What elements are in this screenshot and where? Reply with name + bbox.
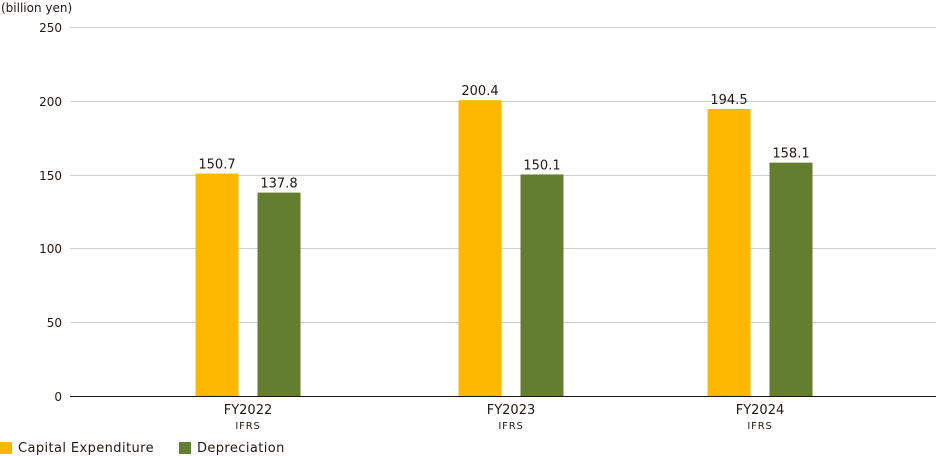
y-tick-label: 200 — [39, 95, 62, 109]
bar — [257, 192, 301, 396]
x-tick-label: FY2022 — [224, 403, 273, 418]
y-tick-label: 250 — [39, 21, 62, 35]
chart-legend: Capital Expenditure Depreciation — [0, 440, 310, 456]
data-label: 137.8 — [260, 177, 297, 192]
legend-swatch-capital-expenditure — [0, 442, 12, 454]
data-label: 158.1 — [772, 147, 809, 162]
legend-item-capital-expenditure: Capital Expenditure — [0, 441, 154, 456]
legend-label-depreciation: Depreciation — [196, 440, 285, 456]
y-tick-label: 50 — [47, 316, 62, 330]
legend-label-capital-expenditure: Capital Expenditure — [18, 440, 154, 456]
y-tick-label: 150 — [39, 169, 62, 183]
x-tick-sublabel: IFRS — [498, 421, 523, 432]
data-label: 200.4 — [461, 84, 498, 99]
bar — [195, 173, 239, 396]
x-tick-sublabel: IFRS — [235, 421, 260, 432]
x-tick-label: FY2024 — [736, 403, 785, 418]
data-label: 194.5 — [710, 93, 747, 108]
x-tick-label: FY2023 — [487, 403, 536, 418]
data-label: 150.7 — [198, 158, 235, 173]
y-axis-unit-label: (billion yen) — [1, 1, 72, 15]
y-tick-label: 0 — [54, 390, 62, 404]
bar — [458, 100, 502, 397]
data-label: 150.1 — [523, 158, 560, 173]
x-tick-sublabel: IFRS — [747, 421, 772, 432]
y-tick-label: 100 — [39, 242, 62, 256]
bar — [520, 174, 564, 396]
bar — [769, 162, 813, 396]
legend-item-depreciation: Depreciation — [178, 440, 285, 456]
bar — [707, 108, 751, 396]
legend-swatch-depreciation — [178, 442, 191, 454]
